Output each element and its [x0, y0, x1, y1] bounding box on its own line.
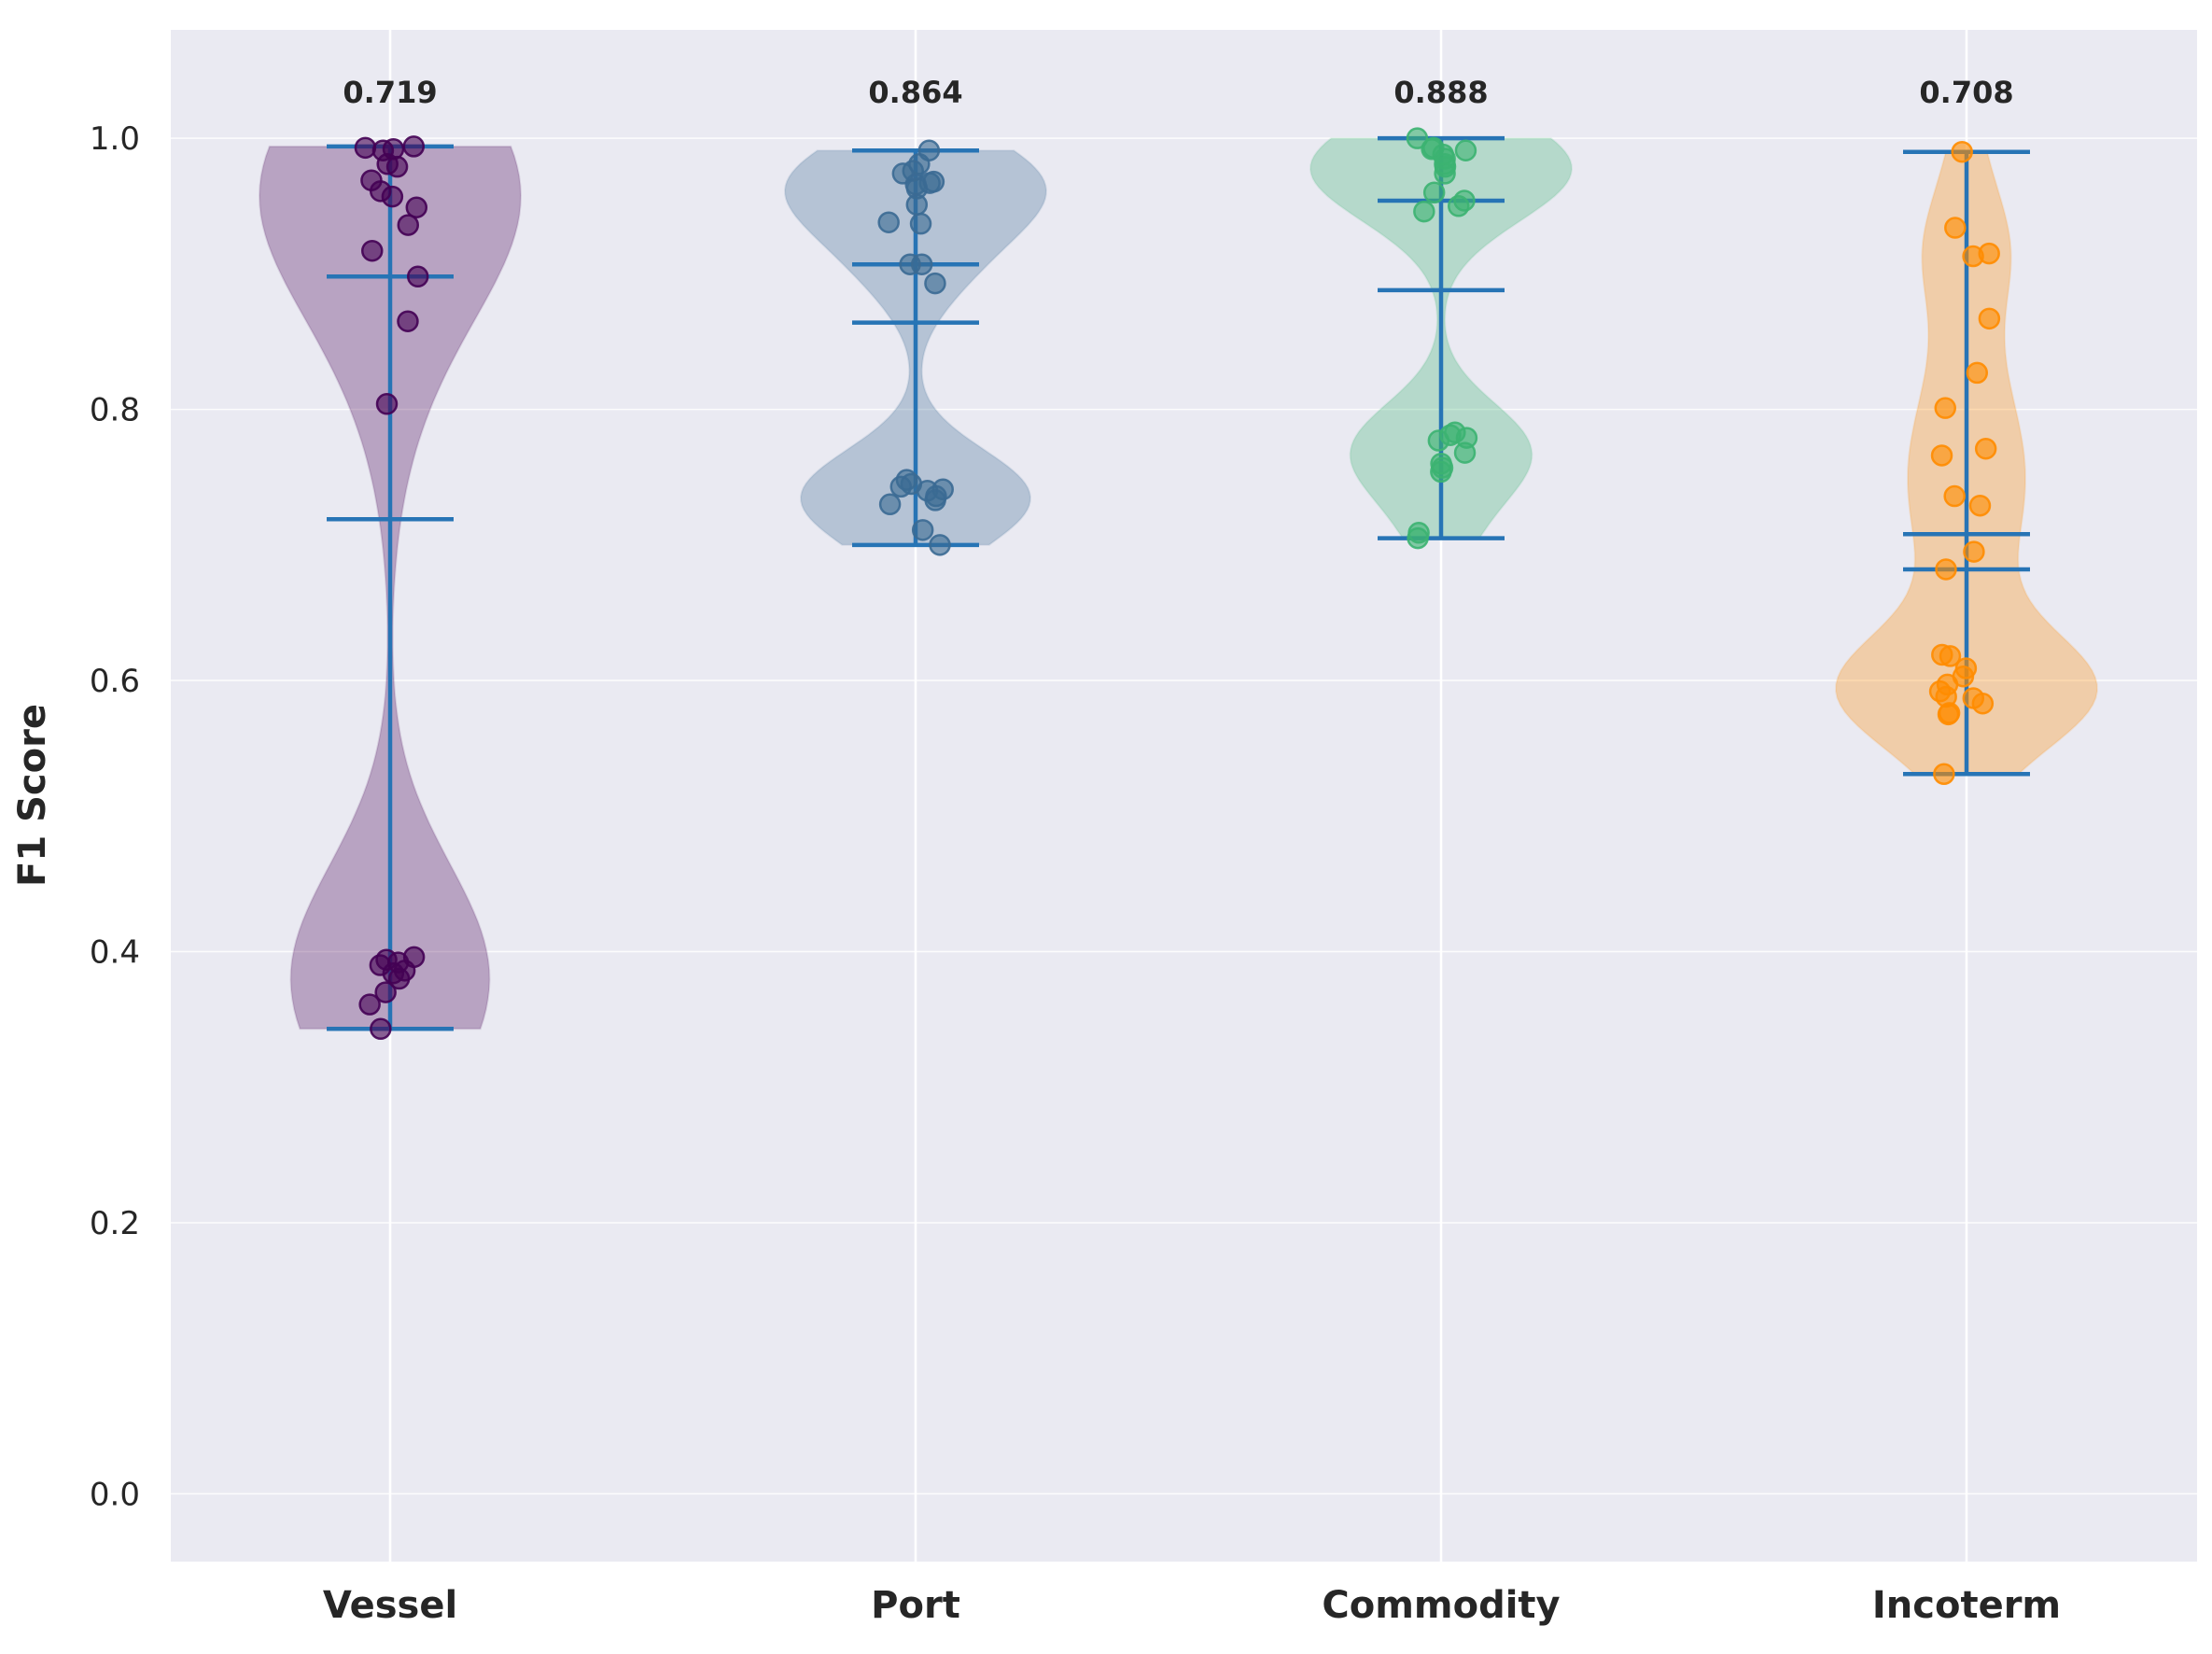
data-point: [1951, 140, 1973, 163]
data-point: [878, 493, 902, 516]
data-point: [1413, 200, 1435, 223]
data-point: [909, 212, 932, 235]
data-point: [1966, 361, 1989, 385]
data-point: [1937, 703, 1960, 726]
y-tick-labels: 0.0 0.2 0.4 0.6 0.8 1.0: [90, 120, 140, 1513]
data-point: [1974, 437, 1997, 460]
data-point: [1407, 526, 1429, 550]
y-tick-label: 0.6: [90, 663, 140, 700]
data-point: [1454, 139, 1477, 161]
median-labels: 0.719 0.864 0.888 0.708: [343, 75, 2013, 110]
data-point: [1406, 127, 1429, 149]
y-tick-label: 0.2: [90, 1205, 140, 1242]
data-point: [1971, 692, 1995, 715]
data-point: [1939, 645, 1962, 667]
data-point: [1968, 494, 1992, 517]
data-point: [924, 272, 946, 295]
y-tick-label: 0.4: [90, 934, 140, 972]
data-point: [354, 136, 377, 160]
x-tick-labels: Vessel Port Commodity Incoterm: [323, 1584, 2061, 1627]
y-tick-label: 0.8: [90, 392, 140, 429]
data-point: [889, 475, 913, 498]
median-label: 0.719: [343, 75, 437, 110]
data-point: [1422, 181, 1446, 204]
plot-background: [171, 30, 2197, 1562]
data-point: [877, 211, 900, 233]
data-point: [374, 981, 397, 1003]
x-tick-label: Port: [871, 1584, 960, 1627]
data-point: [1930, 444, 1953, 467]
y-tick-label: 1.0: [90, 120, 140, 158]
data-point: [397, 310, 419, 332]
data-point: [370, 1017, 392, 1041]
data-point: [402, 135, 426, 158]
data-point: [406, 265, 429, 288]
data-point: [929, 534, 951, 556]
data-point: [1935, 558, 1957, 581]
data-point: [1934, 397, 1957, 419]
x-tick-label: Vessel: [323, 1584, 457, 1627]
data-point: [358, 993, 381, 1016]
data-point: [1944, 217, 1967, 239]
data-point: [1447, 195, 1470, 217]
x-tick-label: Commodity: [1322, 1584, 1560, 1627]
data-point: [381, 185, 404, 208]
y-axis-title: F1 Score: [11, 704, 54, 887]
data-point: [1933, 763, 1955, 786]
data-point: [1453, 442, 1477, 464]
data-point: [405, 196, 428, 218]
y-tick-label: 0.0: [90, 1476, 140, 1513]
data-point: [1978, 307, 2001, 330]
median-label: 0.708: [1919, 75, 2013, 110]
median-label: 0.864: [868, 75, 962, 110]
data-point: [1962, 245, 1984, 268]
median-label: 0.888: [1393, 75, 1488, 110]
data-point: [1427, 429, 1450, 452]
data-point: [1963, 540, 1985, 563]
data-point: [375, 393, 399, 415]
data-point: [905, 193, 929, 217]
data-point: [899, 253, 921, 275]
data-point: [1430, 460, 1452, 484]
x-tick-label: Incoterm: [1872, 1584, 2061, 1627]
data-point: [924, 489, 946, 512]
data-point: [1434, 162, 1456, 185]
data-point: [397, 214, 420, 236]
data-point: [385, 155, 409, 178]
data-point: [911, 519, 934, 541]
data-point: [1943, 484, 1966, 508]
data-points: [354, 127, 2001, 1041]
data-point: [360, 239, 384, 262]
data-point: [387, 967, 411, 990]
